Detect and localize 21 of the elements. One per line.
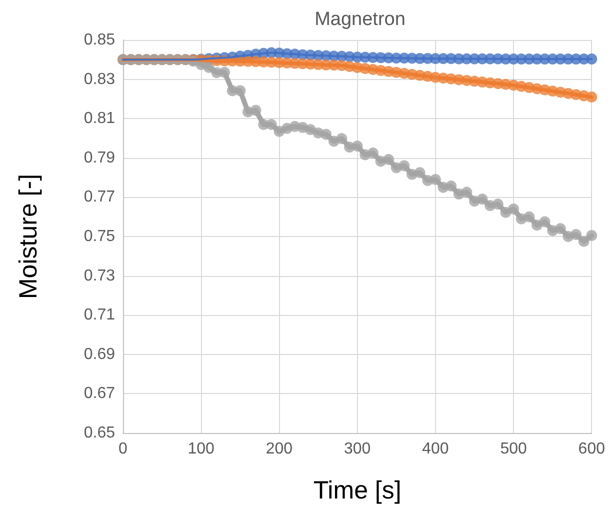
y-tick-label: 0.75 xyxy=(84,228,116,245)
x-tick-label: 500 xyxy=(500,440,527,458)
y-tick-label: 0.65 xyxy=(84,424,116,442)
y-tick-label: 0.73 xyxy=(84,267,116,284)
y-tick-label: 0.67 xyxy=(84,385,116,402)
x-tick-label: 100 xyxy=(188,440,215,458)
y-axis-title: Moisture [-] xyxy=(14,174,42,300)
y-tick-label: 0.69 xyxy=(84,346,116,363)
y-tick-label: 0.83 xyxy=(84,70,116,88)
y-tick-label: 0.77 xyxy=(84,188,116,206)
x-tick-label: 0 xyxy=(118,440,128,458)
x-tick-label: 300 xyxy=(344,440,371,458)
chart-title: Magnetron xyxy=(314,9,406,30)
y-tick-label: 0.85 xyxy=(84,32,116,48)
y-tick-label: 0.81 xyxy=(84,110,116,128)
x-tick-label: 200 xyxy=(266,440,293,458)
x-tick-label: 400 xyxy=(422,440,449,458)
x-axis-title: Time [s] xyxy=(313,476,402,504)
y-tick-label: 0.79 xyxy=(84,149,116,166)
x-tick-label: 600 xyxy=(578,440,606,458)
y-tick-label: 0.71 xyxy=(84,306,116,324)
